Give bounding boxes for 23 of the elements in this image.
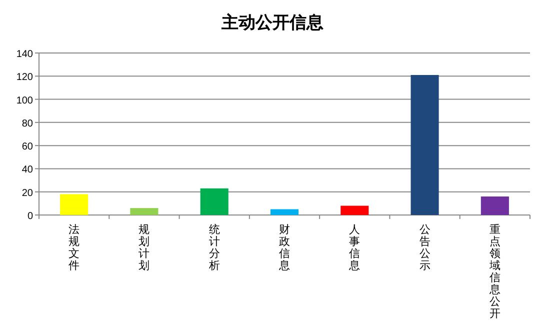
bar (270, 209, 299, 215)
bar (340, 206, 369, 215)
x-tick-label: 法规文件 (68, 223, 80, 272)
x-tick-label: 公告公示 (419, 224, 430, 272)
bar (60, 194, 88, 215)
y-tick-label: 100 (16, 95, 34, 106)
y-tick-label: 0 (27, 211, 34, 222)
bar (130, 208, 158, 215)
x-tick-label: 财政信息 (278, 223, 290, 272)
y-tick-label: 80 (22, 118, 34, 130)
bar (410, 74, 439, 215)
y-tick-label: 140 (16, 49, 34, 60)
chart-title: 主动公开信息 (220, 13, 324, 32)
x-tick-label: 统计分析 (208, 223, 220, 272)
bar (200, 188, 228, 215)
y-tick-label: 20 (22, 188, 34, 199)
bar (480, 196, 509, 215)
y-tick-label: 60 (22, 142, 34, 153)
y-tick-label: 40 (22, 164, 34, 176)
x-tick-label: 人事信息 (348, 224, 360, 272)
x-tick-label: 重点领域信息公开 (488, 223, 500, 320)
y-tick-label: 120 (16, 72, 34, 84)
x-tick-label: 规划计划 (138, 224, 150, 272)
